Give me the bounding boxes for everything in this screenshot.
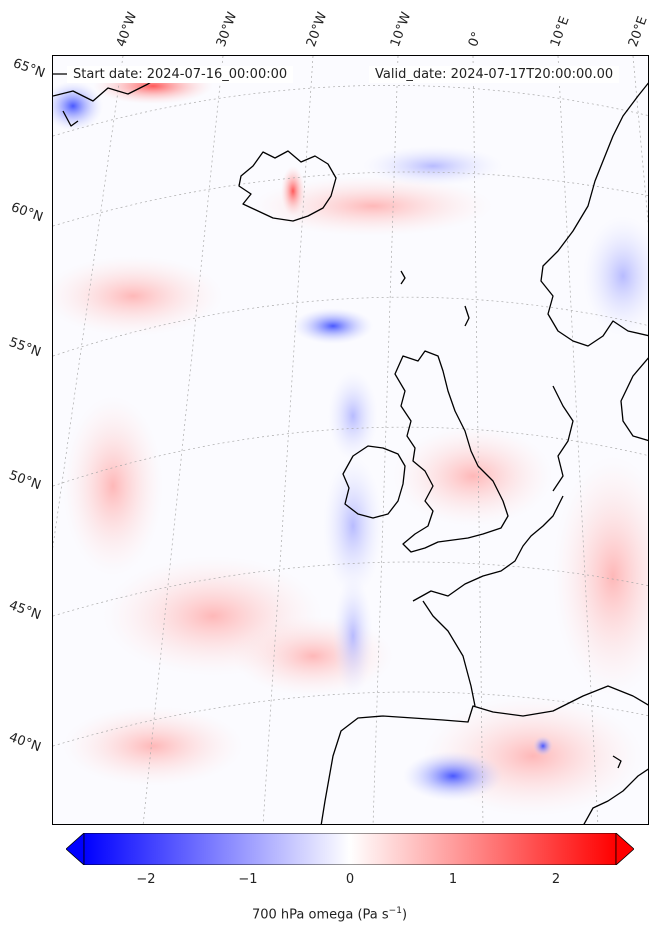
lon-label-20e: 20°E (625, 14, 651, 50)
iceland-coast (238, 150, 337, 222)
colorbar-title-end: ) (401, 907, 408, 923)
ireland-coast (342, 445, 406, 519)
lat-label-45n: 45°N (6, 598, 43, 624)
colorbar-title-main: 700 hPa omega (Pa s (251, 907, 389, 923)
colorbar-extend-right (615, 833, 634, 865)
lon-label-40w: 40°W (113, 10, 141, 49)
colorbar-tick-minus-2: −2 (136, 872, 156, 887)
colorbar-extend-left (66, 833, 85, 865)
france-coast (412, 495, 564, 602)
colorbar-tick-2: 2 (551, 872, 561, 887)
lat-label-60n: 60°N (8, 200, 45, 226)
lon-label-10w: 10°W (387, 10, 415, 49)
valid-date-label: Valid_date: 2024-07-17T20:00:00.00 (369, 66, 620, 83)
coastlines (53, 73, 648, 824)
colorbar-gradient (83, 833, 617, 865)
start-date-label: Start date: 2024-07-16_00:00:00 (67, 66, 294, 83)
lat-label-65n: 65°N (10, 56, 47, 82)
map-panel: Start date: 2024-07-16_00:00:00 Valid_da… (52, 55, 649, 825)
great-britain-coast (394, 350, 509, 553)
colorbar-tick-minus-1: −1 (238, 872, 258, 887)
denmark-coast (552, 385, 574, 492)
colorbar (66, 833, 634, 865)
lat-label-55n: 55°N (6, 335, 43, 361)
colorbar-tick-0: 0 (345, 872, 355, 887)
lon-label-0: 0° (465, 29, 486, 49)
graticule (53, 56, 648, 824)
colorbar-title: 700 hPa omega (Pa s−1) (0, 906, 659, 922)
omega-anomaly-shading (53, 68, 648, 816)
omega-field-map (53, 56, 648, 824)
lon-label-10e: 10°E (547, 14, 573, 50)
colorbar-tick-1: 1 (448, 872, 458, 887)
lat-label-50n: 50°N (6, 468, 43, 494)
norway-coast (540, 82, 648, 347)
lon-label-20w: 20°W (303, 10, 331, 49)
lon-label-30w: 30°W (213, 10, 241, 49)
colorbar-title-sup: −1 (388, 906, 402, 916)
lat-label-40n: 40°N (6, 730, 43, 756)
iberia-coast (320, 685, 648, 824)
